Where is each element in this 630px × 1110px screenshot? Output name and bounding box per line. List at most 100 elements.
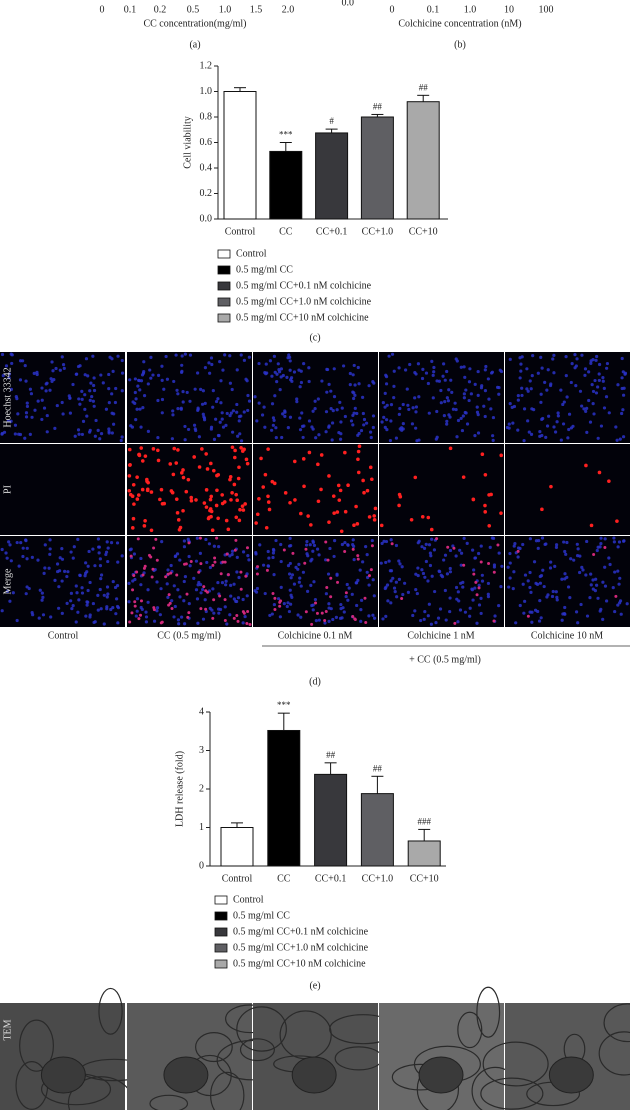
nucleus xyxy=(69,550,73,554)
nucleus xyxy=(239,439,244,443)
pi-cell xyxy=(223,560,227,564)
nucleus xyxy=(512,570,516,574)
pi-cell xyxy=(151,567,155,571)
nucleus xyxy=(0,609,4,613)
tem-structure xyxy=(476,986,501,1038)
nucleus xyxy=(294,565,298,569)
nucleus xyxy=(562,612,566,616)
nucleus xyxy=(83,373,87,377)
pi-cell xyxy=(326,558,330,562)
nucleus xyxy=(218,360,222,364)
nucleus xyxy=(329,407,333,411)
nucleus xyxy=(453,401,457,405)
nucleus xyxy=(421,571,426,576)
pi-cell xyxy=(372,514,377,518)
nucleus xyxy=(447,388,451,392)
nucleus xyxy=(75,591,79,595)
nucleus xyxy=(392,369,396,373)
nucleus xyxy=(313,597,318,602)
nucleus xyxy=(94,418,98,423)
nucleus xyxy=(83,393,87,397)
pi-cell xyxy=(338,488,343,493)
nucleus xyxy=(353,393,357,397)
nucleus xyxy=(361,560,365,564)
nucleus xyxy=(616,569,620,573)
nucleus xyxy=(9,419,13,423)
nucleus xyxy=(183,622,187,626)
pi-cell xyxy=(426,515,431,520)
pi-cell xyxy=(202,501,207,505)
nucleus xyxy=(149,376,153,380)
nucleus xyxy=(595,354,599,359)
nucleus xyxy=(48,538,52,542)
nucleus xyxy=(327,619,331,623)
nucleus xyxy=(267,556,271,560)
nucleus xyxy=(583,373,587,377)
nucleus xyxy=(21,359,25,363)
nucleus xyxy=(114,386,118,391)
nucleus xyxy=(155,606,160,610)
nucleus xyxy=(75,372,79,376)
nucleus xyxy=(156,373,161,377)
pi-cell xyxy=(409,517,414,522)
nucleus xyxy=(417,395,421,399)
tem-structure xyxy=(195,1032,233,1063)
nucleus xyxy=(572,558,576,562)
nucleus xyxy=(131,579,135,583)
pi-cell xyxy=(365,488,370,493)
nucleus xyxy=(107,387,111,391)
nucleus xyxy=(73,434,77,438)
nucleus xyxy=(289,593,293,597)
pi-cell xyxy=(239,570,243,574)
nucleus xyxy=(612,540,616,544)
nucleus xyxy=(549,560,553,564)
nucleus xyxy=(271,547,276,552)
nucleus xyxy=(288,536,292,541)
bar xyxy=(315,132,349,220)
nucleus xyxy=(522,407,527,411)
nucleus xyxy=(114,612,118,616)
nucleus xyxy=(539,355,543,359)
nucleus xyxy=(320,379,324,383)
nucleus xyxy=(593,589,598,593)
nucleus xyxy=(526,419,530,423)
pi-cell xyxy=(379,523,384,528)
nucleus xyxy=(394,436,399,440)
nucleus xyxy=(599,607,603,611)
pi-cell xyxy=(336,483,341,488)
tem-image xyxy=(127,1003,252,1110)
nucleus xyxy=(17,564,21,568)
nucleus xyxy=(202,418,207,422)
nucleus xyxy=(541,416,545,421)
micrograph-background xyxy=(0,352,125,443)
nucleus xyxy=(352,363,356,368)
nucleus xyxy=(196,371,200,375)
pi-cell xyxy=(261,485,266,489)
pi-cell xyxy=(413,475,418,480)
nucleus xyxy=(224,579,228,583)
pi-cell xyxy=(477,586,481,590)
pi-cell xyxy=(159,487,164,492)
nucleus xyxy=(519,369,523,373)
pi-cell xyxy=(255,572,259,576)
nucleus xyxy=(23,436,27,440)
nucleus xyxy=(120,371,125,375)
nucleus xyxy=(316,397,320,401)
nucleus xyxy=(307,419,312,423)
nucleus xyxy=(96,428,100,432)
nucleus xyxy=(348,383,352,387)
nucleus xyxy=(560,618,564,622)
nucleus xyxy=(132,552,137,556)
legend-swatch xyxy=(217,313,231,323)
nucleus xyxy=(308,543,312,547)
pi-cell xyxy=(140,487,145,492)
pi-cell xyxy=(176,448,180,452)
nucleus xyxy=(327,382,331,386)
nucleus xyxy=(370,538,374,543)
nucleus xyxy=(585,539,589,544)
nucleus xyxy=(414,572,418,576)
nucleus xyxy=(110,431,114,435)
nucleus xyxy=(216,580,220,585)
nucleus xyxy=(286,426,290,430)
tem-structure xyxy=(482,1041,549,1087)
